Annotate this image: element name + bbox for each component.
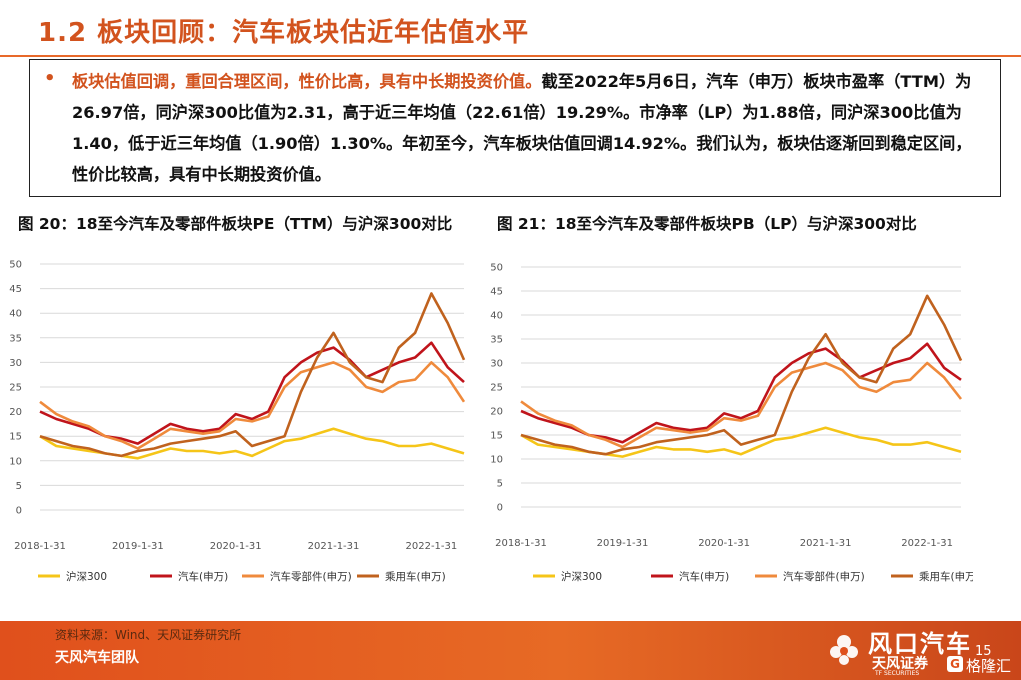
y-tick-label: 40 (490, 311, 503, 322)
flower-logo-icon (830, 635, 858, 665)
x-tick-label: 2018-1-31 (495, 538, 547, 549)
y-tick-label: 10 (9, 456, 22, 467)
y-tick-label: 5 (16, 481, 22, 492)
chart-pb: 0 5 10 15 20 25 30 35 40 45 50 2018-1-31 2019-1-31 20… (483, 252, 973, 592)
y-tick-label: 0 (497, 503, 503, 514)
summary-highlight: 板块估值回调，重回合理区间，性价比高，具有中长期投资价值。 (72, 72, 542, 91)
y-tick-label: 0 (16, 506, 22, 517)
x-tick-label: 2018-1-31 (14, 541, 66, 552)
y-tick-label: 20 (9, 407, 22, 418)
series-line (39, 292, 466, 458)
x-tick-label: 2020-1-31 (698, 538, 750, 549)
series-line (520, 361, 963, 449)
legend-label: 沪深300 (66, 570, 107, 583)
y-tick-label: 35 (9, 333, 22, 344)
y-tick-label: 15 (9, 432, 22, 443)
legend-label: 汽车(申万) (178, 570, 228, 583)
series-line (39, 361, 466, 450)
y-tick-label: 30 (9, 358, 22, 369)
y-tick-label: 45 (490, 287, 503, 298)
y-tick-label: 10 (490, 455, 503, 466)
series-line (39, 341, 465, 445)
chart-pe-svg: 0 5 10 15 20 25 30 35 40 45 50 2018-1-31 2019-1-31 20… (9, 260, 466, 583)
x-tick-label: 2019-1-31 (112, 541, 164, 552)
y-tick-label: 35 (490, 335, 503, 346)
title-divider (0, 55, 1021, 57)
page-title: 1.2 板块回顾：汽车板块估近年估值水平 (38, 18, 530, 48)
logo-sub-en: TF SECURITIES (875, 670, 920, 677)
summary-body: 截至2022年5月6日，汽车（申万）板块市盈率（TTM）为26.97倍，同沪深3… (72, 72, 972, 184)
chart-pb-svg: 0 5 10 15 20 25 30 35 40 45 50 2018-1-31 2019-1-31 20… (490, 263, 973, 584)
legend-label: 汽车零部件(申万) (783, 570, 865, 583)
legend-label: 汽车零部件(申万) (270, 570, 352, 583)
y-tick-label: 20 (490, 407, 503, 418)
y-tick-label: 5 (497, 479, 503, 490)
logo-sub-text: 天风证券 (872, 656, 928, 672)
y-tick-label: 25 (9, 383, 22, 394)
legend-label: 沪深300 (561, 570, 602, 583)
x-tick-label: 2022-1-31 (901, 538, 953, 549)
summary-paragraph: 板块估值回调，重回合理区间，性价比高，具有中长期投资价值。截至2022年5月6日… (72, 66, 986, 190)
y-tick-label: 15 (490, 431, 503, 442)
x-tick-label: 2021-1-31 (800, 538, 852, 549)
bullet-icon: • (44, 68, 56, 89)
source-note: 资料来源：Wind、天风证券研究所 (55, 628, 242, 642)
page-number: 15 (975, 644, 992, 659)
y-tick-label: 40 (9, 309, 22, 320)
team-name: 天风汽车团队 (55, 650, 139, 666)
x-tick-label: 2021-1-31 (308, 541, 360, 552)
y-tick-label: 45 (9, 284, 22, 295)
watermark-text: 格隆汇 (966, 657, 1012, 675)
chart-pe: 0 5 10 15 20 25 30 35 40 45 50 2018-1-31 2019-1-31 20… (2, 252, 477, 592)
figure-20-title: 图 20：18至今汽车及零部件板块PE（TTM）与沪深300对比 (18, 215, 453, 233)
figure-21-title: 图 21：18至今汽车及零部件板块PB（LP）与沪深300对比 (497, 215, 917, 233)
legend-label: 乘用车(申万) (919, 570, 973, 583)
series-line (520, 342, 962, 444)
logo-main-text: 风口汽车 (868, 630, 972, 658)
summary-box: • 板块估值回调，重回合理区间，性价比高，具有中长期投资价值。截至2022年5月… (29, 59, 1001, 197)
x-tick-label: 2019-1-31 (597, 538, 649, 549)
legend-label: 汽车(申万) (679, 570, 729, 583)
y-tick-label: 25 (490, 383, 503, 394)
x-tick-label: 2020-1-31 (210, 541, 262, 552)
y-tick-label: 50 (490, 263, 503, 274)
y-tick-label: 30 (490, 359, 503, 370)
legend-label: 乘用车(申万) (385, 570, 446, 583)
watermark-icon: G (947, 656, 963, 672)
series-line (520, 294, 963, 456)
y-tick-label: 50 (9, 260, 22, 271)
x-tick-label: 2022-1-31 (406, 541, 458, 552)
